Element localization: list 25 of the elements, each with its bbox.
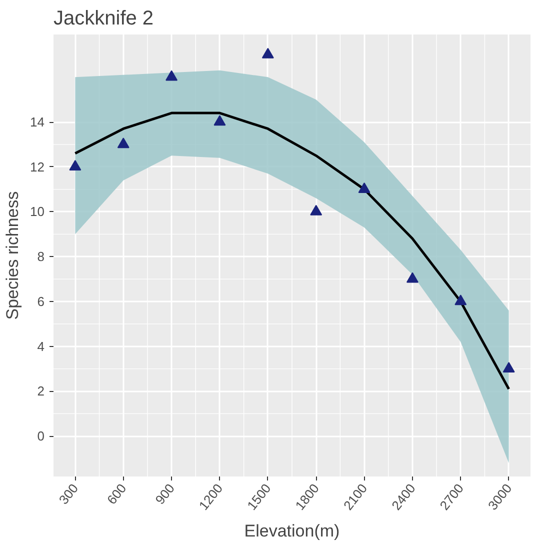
y-tick-label: 14 xyxy=(30,114,45,130)
point xyxy=(117,138,130,148)
point xyxy=(310,204,322,216)
point xyxy=(454,294,467,306)
x-axis-title: Elevation(m) xyxy=(244,522,340,541)
x-tick-label: 600 xyxy=(104,480,130,508)
x-tick-label: 900 xyxy=(152,480,178,508)
point xyxy=(502,362,515,372)
point xyxy=(214,115,226,126)
line-series xyxy=(74,112,510,390)
y-tick-label: 0 xyxy=(37,428,45,444)
y-tick-label: 12 xyxy=(30,159,45,174)
y-tick-label: 6 xyxy=(37,294,45,309)
y-tick-label: 2 xyxy=(37,384,45,399)
y-tick-label: 4 xyxy=(37,338,45,354)
x-tick-label: 300 xyxy=(56,480,82,508)
point xyxy=(406,272,418,283)
chart-title: Jackknife 2 xyxy=(54,8,154,30)
point xyxy=(166,70,178,81)
point xyxy=(69,160,82,171)
point xyxy=(262,48,274,58)
y-tick-label: 8 xyxy=(37,249,45,264)
y-axis-title: Species richness xyxy=(3,191,22,320)
point xyxy=(358,182,370,193)
y-tick-label: 10 xyxy=(30,204,45,220)
